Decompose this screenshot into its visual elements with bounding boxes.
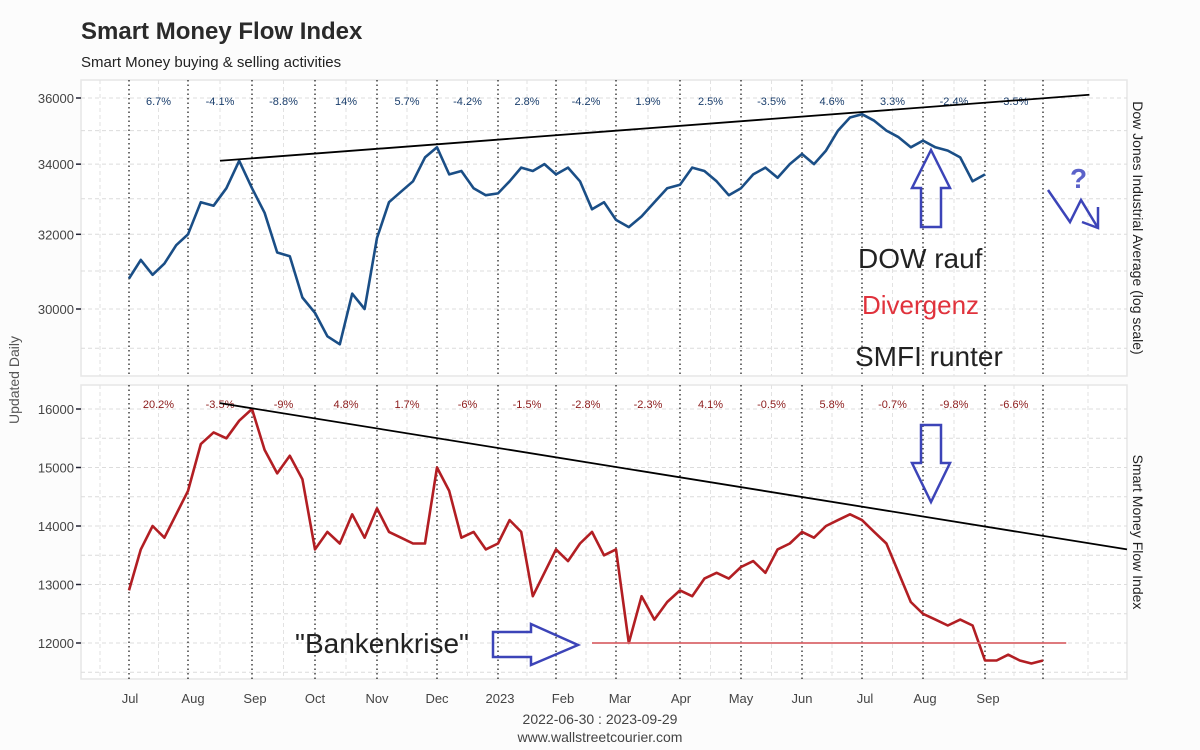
smfi-y-tick-label: 16000 <box>38 402 74 417</box>
dow-monthly-change: 14% <box>335 96 357 108</box>
x-tick-label: Jul <box>857 691 874 706</box>
dow-monthly-change: -4.2% <box>572 96 601 108</box>
annotation-divergence: Divergenz <box>862 290 979 320</box>
smfi-monthly-change: 20.2% <box>143 399 174 411</box>
smfi-monthly-change: -1.5% <box>513 399 542 411</box>
annotation-smfi-down: SMFI runter <box>855 341 1003 372</box>
x-tick-label: Mar <box>609 691 632 706</box>
down-arrow-icon <box>910 423 952 505</box>
dow-y-tick-label: 30000 <box>38 302 74 317</box>
dow-monthly-change: 6.7% <box>146 96 171 108</box>
smfi-y-tick-label: 15000 <box>38 461 74 476</box>
smfi-y-tick-label: 12000 <box>38 636 74 651</box>
y-ticks: 30000 32000 34000 36000 12000 13000 14000 15000… <box>38 91 81 651</box>
x-tick-label: Aug <box>913 691 936 706</box>
right-arrow-icon <box>491 622 582 667</box>
dow-monthly-change: 5.7% <box>394 96 419 108</box>
smfi-monthly-change: -3.5% <box>206 399 235 411</box>
dow-monthly-change: -3.5% <box>757 96 786 108</box>
dow-monthly-change: 2.8% <box>514 96 539 108</box>
x-tick-label: Nov <box>365 691 389 706</box>
smfi-monthly-change: 4.8% <box>333 399 358 411</box>
dow-monthly-change: -3.5% <box>1000 96 1029 108</box>
x-tick-label: 2023 <box>486 691 515 706</box>
date-range: 2022-06-30 : 2023-09-29 <box>522 711 678 727</box>
x-tick-label: Feb <box>552 691 574 706</box>
y-axis-right-label-dow: Dow Jones Industrial Average (log scale) <box>1130 101 1146 354</box>
smfi-y-tick-label: 14000 <box>38 519 74 534</box>
series-lines <box>127 93 1128 665</box>
smfi-monthly-change: 5.8% <box>819 399 844 411</box>
x-tick-label: Apr <box>671 691 692 706</box>
smfi-monthly-change: 1.7% <box>394 399 419 411</box>
x-tick-label: Dec <box>425 691 449 706</box>
question-mark: ? <box>1070 163 1087 194</box>
x-tick-label: Sep <box>976 691 999 706</box>
smfi-trend-line <box>219 402 1128 551</box>
dow-panel <box>80 79 1128 377</box>
smfi-monthly-change: -9% <box>274 399 294 411</box>
dow-monthly-change: -8.8% <box>269 96 298 108</box>
dow-y-tick-label: 34000 <box>38 157 74 172</box>
smfi-y-tick-label: 13000 <box>38 578 74 593</box>
panels <box>80 79 1128 680</box>
up-arrow-icon <box>909 147 953 229</box>
dow-monthly-change: 4.6% <box>819 96 844 108</box>
annotation-dow-up: DOW rauf <box>858 243 983 274</box>
smfi-panel <box>80 384 1128 680</box>
annotation-bank-crisis: "Bankenkrise" <box>295 628 469 659</box>
smfi-series-line <box>127 407 1044 665</box>
x-tick-label: May <box>729 691 754 706</box>
y-axis-left-label: Updated Daily <box>6 336 22 424</box>
x-tick-label: Sep <box>243 691 266 706</box>
x-tick-label: Oct <box>305 691 326 706</box>
x-tick-label: Jun <box>792 691 813 706</box>
dow-series-line <box>127 112 986 346</box>
smfi-monthly-change: -0.7% <box>878 399 907 411</box>
x-tick-label: Aug <box>181 691 204 706</box>
dow-monthly-change: 2.5% <box>698 96 723 108</box>
smfi-monthly-change: -9.8% <box>940 399 969 411</box>
smfi-monthly-change: -2.3% <box>634 399 663 411</box>
dow-monthly-change: 1.9% <box>635 96 660 108</box>
y-axis-right-label-smfi: Smart Money Flow Index <box>1130 455 1146 610</box>
x-tick-label: Jul <box>122 691 139 706</box>
dow-monthly-change: -4.2% <box>453 96 482 108</box>
website-credit: www.wallstreetcourier.com <box>517 729 683 745</box>
smfi-monthly-change: 4.1% <box>698 399 723 411</box>
dow-monthly-change: 3.3% <box>880 96 905 108</box>
dow-y-tick-label: 36000 <box>38 91 74 106</box>
dow-monthly-change: -4.1% <box>206 96 235 108</box>
chart-subtitle: Smart Money buying & selling activities <box>81 54 342 71</box>
dow-y-tick-label: 32000 <box>38 227 74 242</box>
zigzag-down-arrow-icon <box>1046 189 1100 230</box>
x-tick-labels: Jul Aug Sep Oct Nov Dec 2023 Feb Mar Apr May Jun Jul… <box>122 691 1000 706</box>
dow-trend-line <box>219 93 1090 162</box>
smfi-monthly-change: -0.5% <box>757 399 786 411</box>
smfi-monthly-change: -2.8% <box>572 399 601 411</box>
smfi-monthly-change: -6.6% <box>1000 399 1029 411</box>
chart-title: Smart Money Flow Index <box>81 18 363 45</box>
smfi-monthly-change: -6% <box>458 399 478 411</box>
